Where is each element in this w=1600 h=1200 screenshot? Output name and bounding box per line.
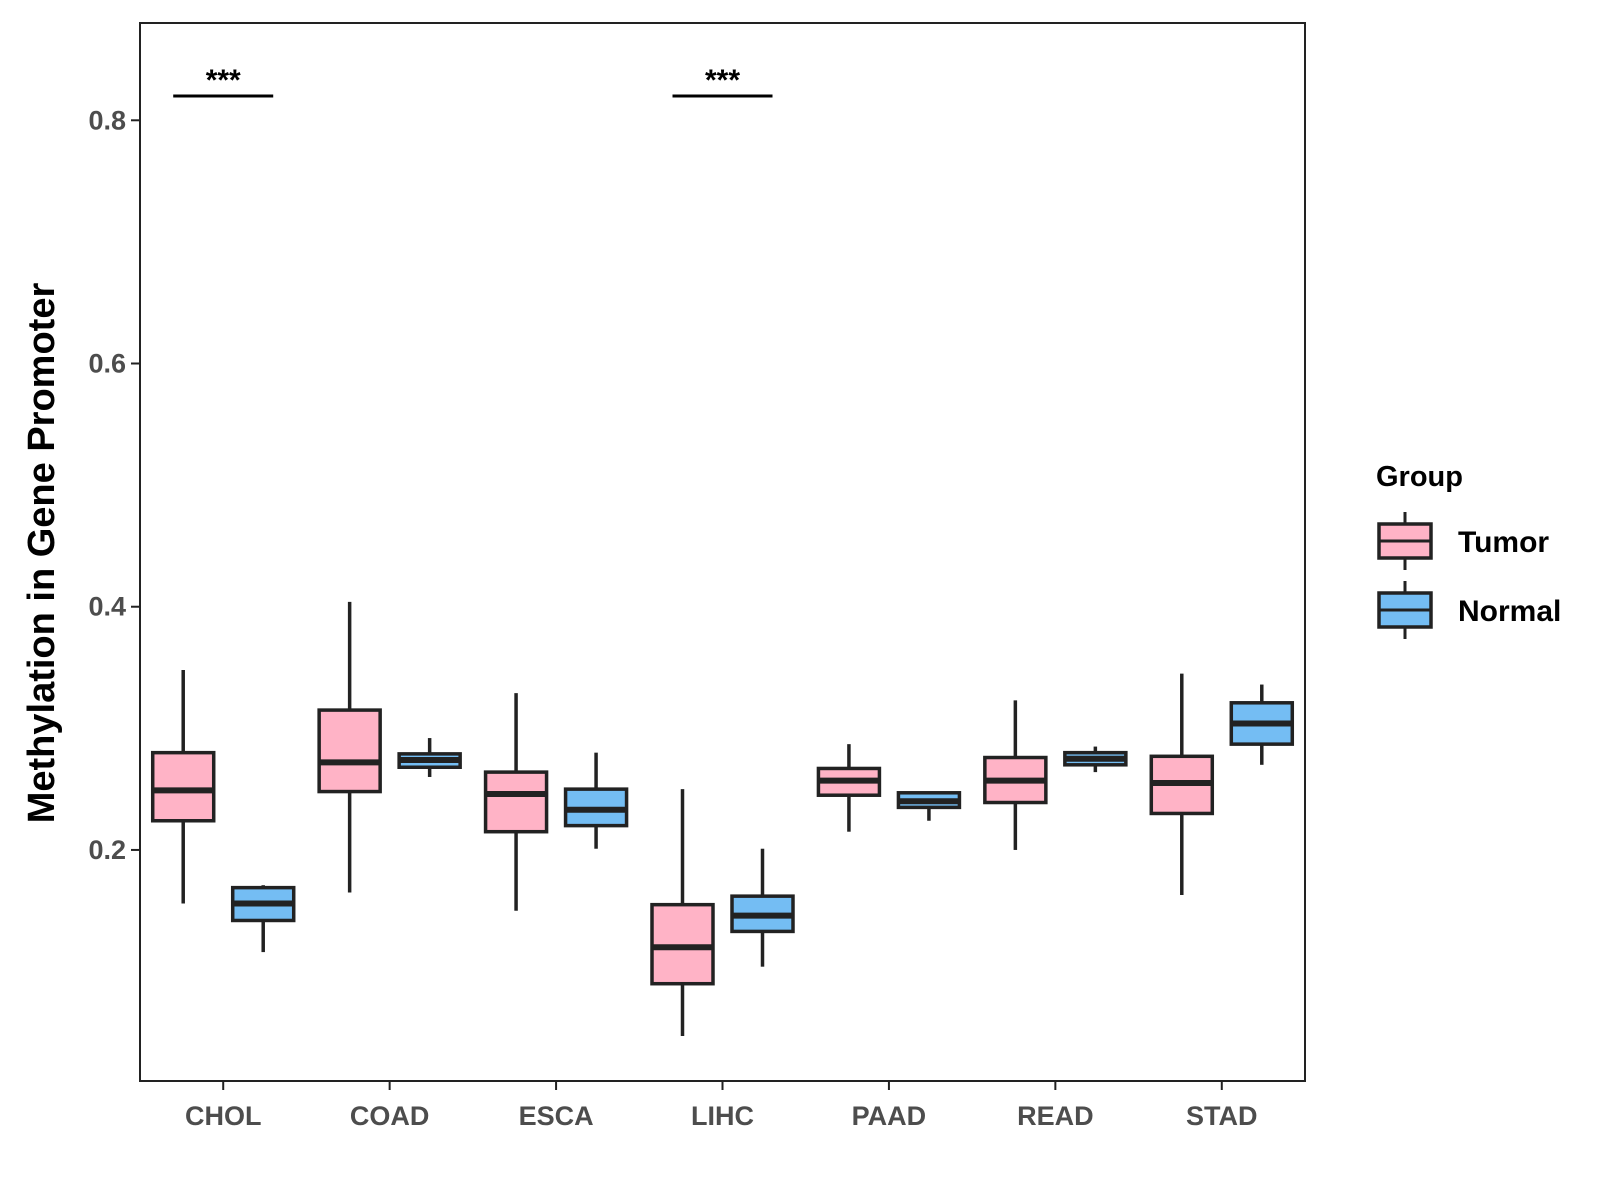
box-normal-coad — [397, 738, 462, 777]
significance-annotations: *** *** — [173, 64, 773, 98]
y-axis: 0.2 0.4 0.6 0.8 — [88, 105, 140, 865]
legend-item-tumor: Tumor — [1377, 512, 1549, 570]
box-normal-chol — [230, 885, 296, 953]
significance-label: *** — [206, 64, 241, 97]
box-normal-read — [1063, 746, 1128, 773]
y-axis-title: Methylation in Gene Promoter — [21, 283, 63, 824]
x-tick-label: COAD — [350, 1101, 430, 1131]
y-tick-label: 0.6 — [88, 349, 126, 379]
box-tumor-lihc — [650, 789, 715, 1037]
x-tick-label: PAAD — [852, 1101, 927, 1131]
x-tick-label: CHOL — [185, 1101, 262, 1131]
legend: Group Tumor Normal — [1376, 461, 1561, 639]
box-tumor-stad — [1149, 673, 1215, 895]
y-tick-label: 0.4 — [88, 592, 126, 622]
x-tick-label: LIHC — [691, 1101, 754, 1131]
x-tick-label: ESCA — [519, 1101, 594, 1131]
box-normal-stad — [1229, 684, 1295, 765]
legend-item-normal: Normal — [1377, 581, 1561, 639]
box-iqr — [483, 770, 549, 834]
y-tick-label: 0.8 — [88, 105, 126, 135]
box-tumor-chol — [150, 669, 216, 904]
legend-label: Tumor — [1458, 526, 1549, 559]
x-tick-label: STAD — [1186, 1101, 1258, 1131]
box-normal-lihc — [730, 848, 795, 967]
legend-label: Normal — [1458, 595, 1561, 628]
box-normal-esca — [563, 752, 629, 849]
x-axis: CHOL COAD ESCA LIHC PAAD READ STAD — [185, 1081, 1258, 1131]
x-tick-label: READ — [1017, 1101, 1094, 1131]
box-tumor-esca — [483, 693, 549, 911]
box-tumor-coad — [317, 601, 382, 893]
significance-label: *** — [705, 64, 740, 97]
box-iqr — [317, 708, 382, 794]
boxes-layer — [150, 601, 1295, 1037]
box-tumor-read — [983, 700, 1048, 850]
y-tick-label: 0.2 — [88, 835, 126, 865]
box-iqr — [650, 902, 715, 986]
legend-title: Group — [1376, 461, 1463, 493]
box-normal-paad — [896, 791, 962, 821]
box-tumor-paad — [816, 744, 882, 832]
box-iqr — [150, 750, 216, 823]
